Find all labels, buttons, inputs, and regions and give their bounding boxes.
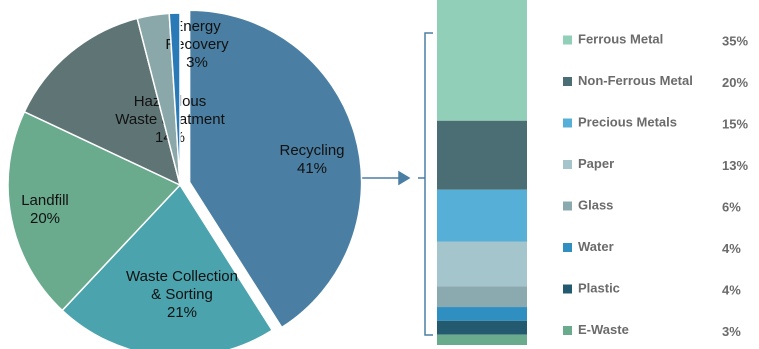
- legend-swatch: [563, 243, 572, 252]
- bracket: [424, 32, 433, 336]
- legend-value: 3%: [722, 324, 741, 339]
- legend-label: E-Waste: [578, 322, 629, 337]
- slice-value: 41%: [296, 160, 328, 177]
- pie-slice: [23, 17, 182, 187]
- legend-swatch: [563, 201, 572, 211]
- bar-segment: [437, 241, 527, 287]
- slice-label-box: Waste Collection & Sorting 21%: [122, 250, 242, 340]
- legend-label: Precious Metals: [578, 114, 677, 129]
- slice-label-box: Energy Recovery 3%: [152, 0, 242, 90]
- slice-name: Recycling: [279, 142, 345, 159]
- legend-label: Glass: [578, 197, 613, 212]
- bar-segment: [437, 307, 527, 321]
- slice-value: 20%: [29, 210, 61, 227]
- legend-value: 15%: [722, 116, 748, 131]
- legend-value: 35%: [722, 33, 748, 48]
- legend-swatch: [563, 326, 572, 335]
- slice-value: 3%: [186, 54, 208, 71]
- pie-slice: [61, 183, 274, 349]
- pie-slice: [7, 110, 182, 312]
- legend-label: Paper: [578, 156, 614, 171]
- connector: [360, 32, 433, 336]
- bar-segment: [437, 286, 527, 308]
- slice-name: Waste Collection & Sorting: [126, 268, 238, 303]
- bar-segment: [437, 334, 527, 345]
- arrow-head: [398, 170, 411, 186]
- slice-value: 21%: [166, 304, 198, 321]
- legend-swatch: [563, 160, 572, 169]
- bar-segment: [437, 0, 527, 121]
- slice-name: Landfill: [21, 192, 69, 209]
- legend-label: Water: [578, 239, 614, 254]
- bar-segment: [437, 120, 527, 190]
- legend-swatch: [563, 118, 572, 128]
- legend-label: Plastic: [578, 280, 620, 295]
- bar-segment: [437, 320, 527, 335]
- legend-value: 4%: [722, 241, 741, 256]
- legend-value: 20%: [722, 75, 748, 90]
- pie-slice: [168, 12, 181, 186]
- legend-value: 13%: [722, 158, 748, 173]
- legend-swatch: [563, 284, 572, 294]
- slice-name: Energy Recovery: [165, 18, 229, 53]
- legend-swatch: [563, 35, 572, 45]
- bar-segment: [437, 189, 527, 242]
- legend-value: 4%: [722, 282, 741, 297]
- legend-value: 6%: [722, 199, 741, 214]
- legend-swatch: [563, 77, 572, 86]
- slice-label-box: Recycling 41%: [257, 115, 367, 205]
- pie-slice: [188, 9, 363, 329]
- slice-label-box: Landfill 20%: [5, 165, 85, 255]
- legend-label: Non-Ferrous Metal: [578, 73, 693, 88]
- legend-label: Ferrous Metal: [578, 31, 663, 46]
